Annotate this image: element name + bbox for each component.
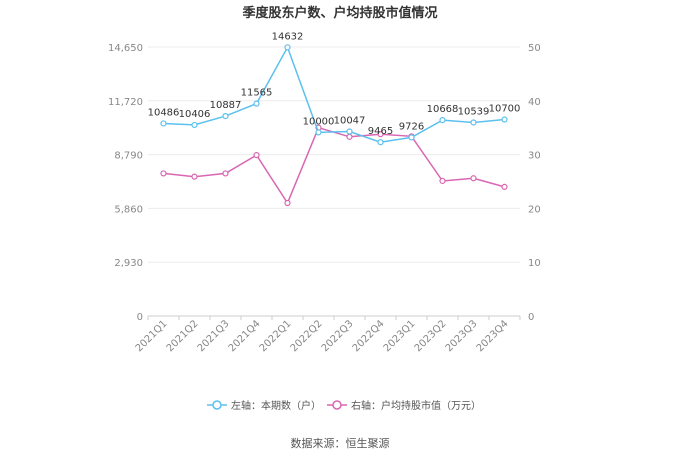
data-point-right (346, 133, 353, 140)
x-tick-label: 2022Q3 (320, 318, 356, 354)
legend-label-right: 右轴：户均持股市值（万元） (351, 399, 481, 412)
x-tick-label: 2023Q3 (444, 318, 480, 354)
legend-label-left: 左轴：本期数（户） (231, 399, 321, 412)
data-label: 10000 (303, 116, 335, 127)
x-tick-label: 2023Q4 (475, 318, 511, 354)
data-point-left (501, 116, 508, 123)
right-tick-label: 30 (528, 151, 541, 162)
legend: 左轴：本期数（户） 右轴：户均持股市值（万元） (207, 399, 481, 412)
x-tick-label: 2023Q1 (382, 318, 418, 354)
right-tick-label: 0 (528, 312, 534, 323)
chart-title: 季度股东户数、户均持股市值情况 (241, 5, 437, 21)
data-point-left (408, 134, 415, 141)
series-line-right (163, 126, 505, 205)
data-point-right (470, 175, 477, 182)
x-tick-label: 2023Q2 (413, 318, 449, 354)
series-layer (160, 44, 508, 207)
legend-item-left[interactable]: 左轴：本期数（户） (207, 399, 321, 412)
data-label: 10486 (148, 107, 180, 118)
right-tick-label: 50 (528, 43, 541, 54)
x-tick-label: 2021Q1 (134, 318, 170, 354)
data-point-right (377, 131, 384, 138)
x-tick-label: 2021Q2 (165, 318, 201, 354)
data-point-right (191, 173, 198, 180)
data-label: 10406 (179, 109, 211, 120)
left-tick-label: 2,930 (114, 258, 143, 269)
data-label: 10539 (458, 106, 490, 117)
left-axis: 0 2,930 5,860 8,790 11,720 14,650 (108, 43, 143, 323)
data-point-left (439, 117, 446, 124)
left-tick-label: 14,650 (108, 43, 143, 54)
x-tick-label: 2021Q4 (227, 318, 263, 354)
x-tick-label: 2022Q1 (258, 318, 294, 354)
data-label: 10668 (427, 104, 459, 115)
left-tick-label: 0 (137, 312, 143, 323)
data-point-left (470, 119, 477, 126)
data-point-right (253, 152, 260, 159)
data-label: 10887 (210, 100, 242, 111)
data-label: 10700 (489, 104, 521, 115)
data-point-left (284, 44, 291, 51)
data-source: 数据来源：恒生聚源 (291, 436, 390, 450)
left-tick-label: 11,720 (108, 97, 143, 108)
data-point-left (377, 139, 384, 146)
left-tick-label: 8,790 (114, 151, 143, 162)
left-tick-label: 5,860 (114, 204, 143, 215)
data-point-left (191, 121, 198, 129)
x-tick-label: 2021Q3 (196, 318, 232, 354)
data-label: 11565 (241, 88, 273, 99)
right-tick-label: 10 (528, 258, 541, 269)
data-point-right (501, 183, 508, 190)
data-point-left (315, 129, 322, 136)
data-point-right (284, 199, 291, 207)
data-point-right (222, 170, 229, 177)
x-tick-label: 2022Q2 (289, 318, 325, 354)
x-tick-label: 2022Q4 (351, 318, 387, 354)
right-axis: 0 10 20 30 40 50 (528, 43, 541, 323)
series-line-left (163, 45, 505, 143)
data-label: 9465 (368, 126, 393, 137)
data-label: 14632 (272, 31, 304, 42)
data-point-left (160, 120, 167, 127)
legend-item-right[interactable]: 右轴：户均持股市值（万元） (327, 399, 481, 412)
right-tick-label: 20 (528, 204, 541, 215)
data-point-right (160, 170, 167, 177)
data-point-left (222, 112, 229, 120)
data-label: 10047 (334, 116, 366, 127)
grid (148, 46, 520, 317)
data-point-left (253, 100, 260, 107)
data-point-right (439, 177, 446, 185)
right-tick-label: 40 (528, 97, 541, 108)
data-point-left (346, 128, 353, 135)
x-axis: 2021Q12021Q22021Q32021Q42022Q12022Q22022… (134, 316, 521, 354)
data-label: 9726 (399, 121, 424, 132)
